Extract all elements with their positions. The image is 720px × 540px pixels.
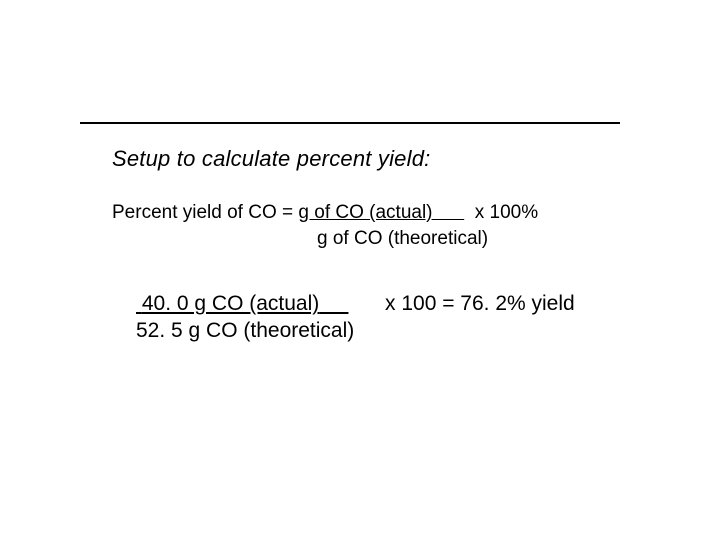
calc-numerator-line: 40. 0 g CO (actual) <box>136 290 354 317</box>
slide-title: Setup to calculate percent yield: <box>112 146 430 172</box>
formula-definition: Percent yield of CO = g of CO (actual) x… <box>112 200 538 251</box>
formula-times-100: x 100% <box>464 202 538 223</box>
formula-numerator: g of CO (actual) <box>298 202 464 223</box>
calc-denominator: 52. 5 g CO (theoretical) <box>136 317 354 344</box>
calculation-fraction: 40. 0 g CO (actual) 52. 5 g CO (theoreti… <box>136 290 354 345</box>
calc-result: x 100 = 76. 2% yield <box>385 292 575 316</box>
formula-line-1: Percent yield of CO = g of CO (actual) x… <box>112 200 538 226</box>
formula-lhs: Percent yield of CO = <box>112 202 298 223</box>
calc-numerator: 40. 0 g CO (actual) <box>136 292 348 315</box>
horizontal-rule <box>80 122 620 124</box>
slide: Setup to calculate percent yield: Percen… <box>0 0 720 540</box>
formula-denominator: g of CO (theoretical) <box>317 226 538 252</box>
